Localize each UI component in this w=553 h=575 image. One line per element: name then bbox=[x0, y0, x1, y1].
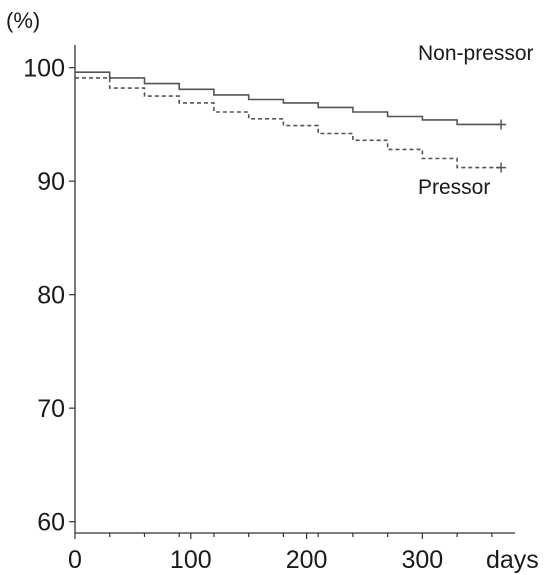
x-tick-label-300: 300 bbox=[402, 546, 444, 574]
x-tick-label-200: 200 bbox=[286, 546, 328, 574]
x-tick-label-100: 100 bbox=[170, 546, 212, 574]
y-tick-label-70: 70 bbox=[37, 395, 65, 423]
censor-marker-pressor bbox=[496, 162, 507, 173]
series-group bbox=[75, 71, 507, 173]
series-label-non-pressor: Non-pressor bbox=[418, 42, 534, 65]
series-line-non-pressor bbox=[75, 71, 502, 126]
y-tick-label-90: 90 bbox=[37, 168, 65, 196]
x-axis-ticks: 0 100 200 300 bbox=[68, 533, 493, 574]
y-tick-label-80: 80 bbox=[37, 282, 65, 310]
y-tick-label-60: 60 bbox=[37, 509, 65, 537]
censor-marker-non-pressor bbox=[496, 119, 507, 130]
x-axis-title: days bbox=[486, 546, 539, 574]
y-axis-ticks: 60 70 80 90 100 bbox=[23, 55, 75, 537]
series-line-pressor bbox=[75, 77, 502, 169]
y-tick-label-100: 100 bbox=[23, 55, 65, 83]
series-label-pressor: Pressor bbox=[418, 176, 490, 199]
x-tick-label-0: 0 bbox=[68, 546, 82, 574]
y-axis-unit-label: (%) bbox=[6, 8, 40, 33]
